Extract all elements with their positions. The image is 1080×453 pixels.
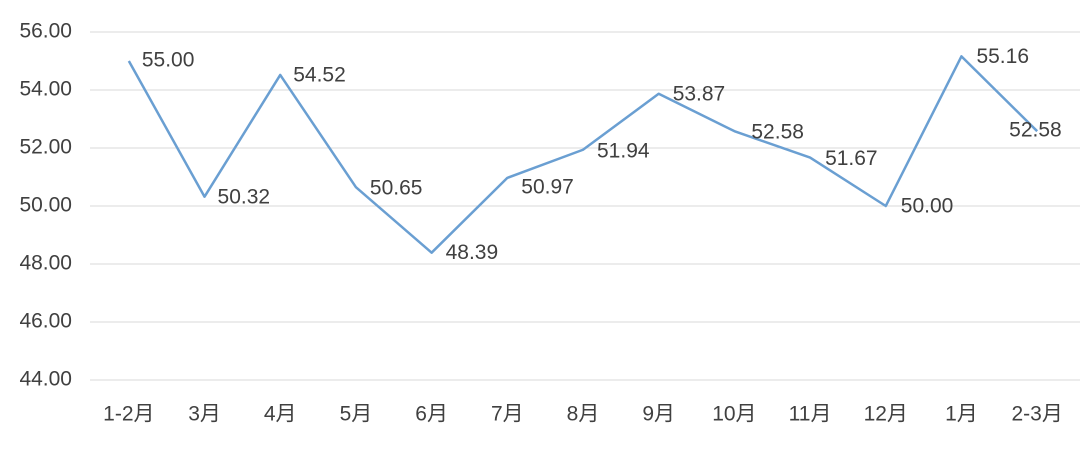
y-tick-label: 50.00 xyxy=(19,194,72,217)
x-tick-label: 2-3月 xyxy=(1011,403,1062,426)
data-label: 55.16 xyxy=(976,45,1029,68)
data-label: 53.87 xyxy=(673,82,726,105)
x-tick-label: 5月 xyxy=(340,403,373,426)
data-label: 50.97 xyxy=(521,175,574,198)
y-tick-label: 54.00 xyxy=(19,78,72,101)
data-label: 48.39 xyxy=(446,241,499,264)
data-label: 50.32 xyxy=(218,185,271,208)
x-tick-label: 6月 xyxy=(415,403,448,426)
x-tick-label: 11月 xyxy=(789,403,832,426)
x-tick-label: 9月 xyxy=(642,403,675,426)
x-tick-label: 8月 xyxy=(567,403,600,426)
data-label: 50.65 xyxy=(370,177,423,200)
x-tick-label: 3月 xyxy=(188,403,221,426)
data-label: 52.58 xyxy=(751,121,804,144)
line-series xyxy=(127,55,1039,254)
data-label: 54.52 xyxy=(293,63,346,86)
data-label: 55.00 xyxy=(142,49,195,72)
x-tick-label: 12月 xyxy=(864,403,908,426)
data-label: 51.94 xyxy=(597,139,650,162)
x-tick-label: 10月 xyxy=(712,403,756,426)
y-tick-label: 44.00 xyxy=(19,368,72,391)
x-tick-label: 7月 xyxy=(491,403,524,426)
data-label: 51.67 xyxy=(825,147,878,170)
x-tick-label: 4月 xyxy=(264,403,297,426)
y-tick-label: 46.00 xyxy=(19,310,72,333)
x-tick-label: 1月 xyxy=(945,403,978,426)
y-tick-label: 52.00 xyxy=(19,136,72,159)
data-label: 50.00 xyxy=(901,195,954,218)
y-tick-label: 48.00 xyxy=(19,252,72,275)
x-tick-label: 1-2月 xyxy=(103,403,154,426)
y-tick-label: 56.00 xyxy=(19,20,72,43)
data-label: 52.58 xyxy=(1009,119,1062,142)
